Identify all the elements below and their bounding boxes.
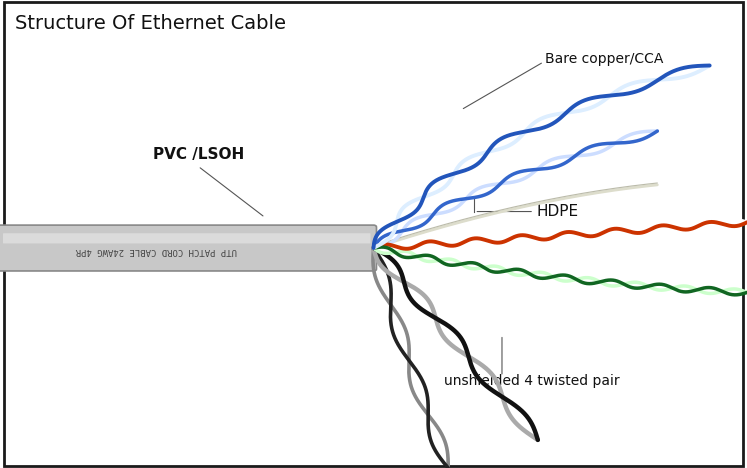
Text: Structure Of Ethernet Cable: Structure Of Ethernet Cable [15,14,286,33]
FancyBboxPatch shape [0,225,376,271]
FancyBboxPatch shape [3,233,371,243]
Text: unshielded 4 twisted pair: unshielded 4 twisted pair [444,374,620,388]
Text: HDPE: HDPE [536,204,578,219]
Text: Bare copper/CCA: Bare copper/CCA [545,51,663,66]
Text: UTP PATCH CORD CABLE 24AWG 4PR: UTP PATCH CORD CABLE 24AWG 4PR [76,246,238,255]
Text: PVC /LSOH: PVC /LSOH [153,147,244,162]
